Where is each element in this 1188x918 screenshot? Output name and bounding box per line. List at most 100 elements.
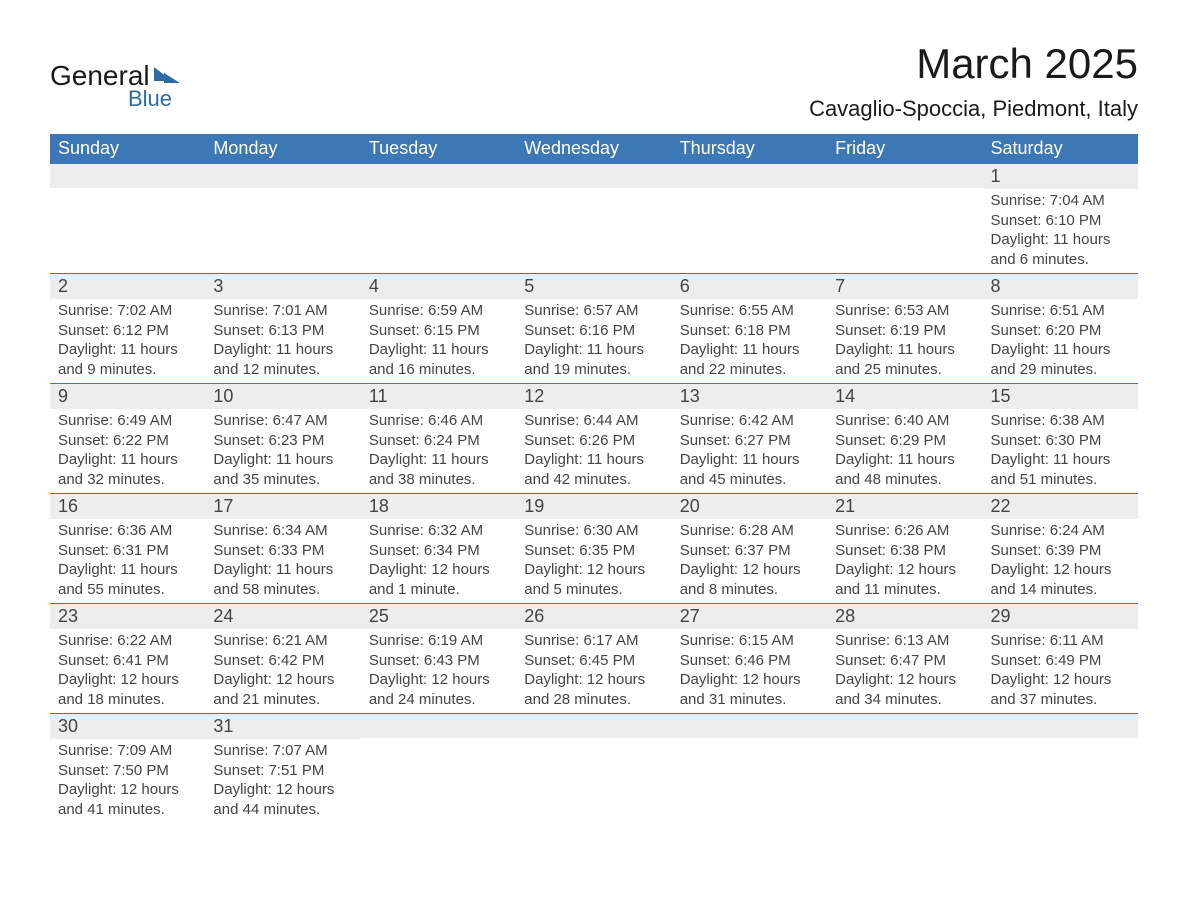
day-number-cell: 18	[361, 494, 516, 520]
day-details: Sunrise: 6:32 AMSunset: 6:34 PMDaylight:…	[361, 519, 516, 603]
day-number-cell: 5	[516, 274, 671, 300]
day-number: 12	[516, 384, 671, 409]
day-number: 30	[50, 714, 205, 739]
empty-day-number	[672, 164, 827, 188]
day-detail-line: Daylight: 12 hours	[58, 670, 197, 690]
day-detail-line: Sunset: 6:16 PM	[524, 321, 663, 341]
day-detail-line: Sunrise: 6:55 AM	[680, 301, 819, 321]
day-detail-line: and 18 minutes.	[58, 690, 197, 710]
day-detail-line: Sunrise: 7:02 AM	[58, 301, 197, 321]
day-details: Sunrise: 6:36 AMSunset: 6:31 PMDaylight:…	[50, 519, 205, 603]
day-detail-line: and 41 minutes.	[58, 800, 197, 820]
calendar-head: SundayMondayTuesdayWednesdayThursdayFrid…	[50, 134, 1138, 164]
day-number: 6	[672, 274, 827, 299]
day-detail-line: Sunrise: 6:15 AM	[680, 631, 819, 651]
day-data-cell: Sunrise: 6:51 AMSunset: 6:20 PMDaylight:…	[983, 299, 1138, 384]
day-number-cell	[50, 164, 205, 190]
day-data-cell: Sunrise: 6:24 AMSunset: 6:39 PMDaylight:…	[983, 519, 1138, 604]
day-number-cell	[516, 164, 671, 190]
day-detail-line: Daylight: 11 hours	[369, 450, 508, 470]
day-header: Wednesday	[516, 134, 671, 164]
day-detail-line: and 21 minutes.	[213, 690, 352, 710]
day-number-cell: 22	[983, 494, 1138, 520]
day-detail-line: and 25 minutes.	[835, 360, 974, 380]
day-data-cell: Sunrise: 6:53 AMSunset: 6:19 PMDaylight:…	[827, 299, 982, 384]
day-data-cell: Sunrise: 6:49 AMSunset: 6:22 PMDaylight:…	[50, 409, 205, 494]
day-number-cell	[205, 164, 360, 190]
week-daynum-row: 9101112131415	[50, 384, 1138, 410]
day-detail-line: Sunset: 6:26 PM	[524, 431, 663, 451]
logo-triangle-icon	[154, 67, 182, 85]
day-detail-line: Sunrise: 6:42 AM	[680, 411, 819, 431]
day-detail-line: Daylight: 12 hours	[369, 670, 508, 690]
day-detail-line: Sunrise: 7:04 AM	[991, 191, 1130, 211]
day-number-cell	[361, 714, 516, 740]
day-data-cell: Sunrise: 7:09 AMSunset: 7:50 PMDaylight:…	[50, 739, 205, 823]
day-number-cell: 7	[827, 274, 982, 300]
day-detail-line: Daylight: 12 hours	[680, 670, 819, 690]
day-number-cell	[361, 164, 516, 190]
day-detail-line: Daylight: 11 hours	[835, 450, 974, 470]
empty-day-data	[205, 189, 360, 261]
day-details: Sunrise: 6:38 AMSunset: 6:30 PMDaylight:…	[983, 409, 1138, 493]
day-data-cell: Sunrise: 7:04 AMSunset: 6:10 PMDaylight:…	[983, 189, 1138, 274]
day-details: Sunrise: 6:53 AMSunset: 6:19 PMDaylight:…	[827, 299, 982, 383]
day-details: Sunrise: 6:42 AMSunset: 6:27 PMDaylight:…	[672, 409, 827, 493]
day-detail-line: Sunset: 6:41 PM	[58, 651, 197, 671]
empty-day-data	[672, 739, 827, 823]
day-number-cell	[516, 714, 671, 740]
day-detail-line: Sunrise: 6:36 AM	[58, 521, 197, 541]
week-daynum-row: 16171819202122	[50, 494, 1138, 520]
day-detail-line: Sunrise: 6:47 AM	[213, 411, 352, 431]
day-detail-line: and 29 minutes.	[991, 360, 1130, 380]
day-detail-line: Daylight: 11 hours	[213, 560, 352, 580]
empty-day-number	[361, 164, 516, 188]
week-data-row: Sunrise: 7:02 AMSunset: 6:12 PMDaylight:…	[50, 299, 1138, 384]
empty-day-data	[50, 189, 205, 261]
empty-day-data	[361, 189, 516, 261]
day-detail-line: Sunrise: 6:51 AM	[991, 301, 1130, 321]
day-detail-line: Daylight: 11 hours	[680, 340, 819, 360]
empty-day-number	[516, 714, 671, 738]
day-number: 23	[50, 604, 205, 629]
day-detail-line: Sunset: 6:43 PM	[369, 651, 508, 671]
day-number-cell: 16	[50, 494, 205, 520]
day-detail-line: Daylight: 12 hours	[524, 560, 663, 580]
day-number-cell: 15	[983, 384, 1138, 410]
day-detail-line: Sunset: 6:13 PM	[213, 321, 352, 341]
day-number: 15	[983, 384, 1138, 409]
day-data-cell	[361, 739, 516, 823]
day-data-cell: Sunrise: 6:34 AMSunset: 6:33 PMDaylight:…	[205, 519, 360, 604]
day-number-cell: 30	[50, 714, 205, 740]
calendar-table: SundayMondayTuesdayWednesdayThursdayFrid…	[50, 134, 1138, 823]
day-data-cell: Sunrise: 6:57 AMSunset: 6:16 PMDaylight:…	[516, 299, 671, 384]
day-details: Sunrise: 6:49 AMSunset: 6:22 PMDaylight:…	[50, 409, 205, 493]
day-number-cell: 4	[361, 274, 516, 300]
week-data-row: Sunrise: 7:09 AMSunset: 7:50 PMDaylight:…	[50, 739, 1138, 823]
day-detail-line: Sunset: 6:19 PM	[835, 321, 974, 341]
day-detail-line: Sunset: 6:39 PM	[991, 541, 1130, 561]
empty-day-number	[516, 164, 671, 188]
day-detail-line: Daylight: 12 hours	[369, 560, 508, 580]
day-detail-line: Daylight: 11 hours	[58, 340, 197, 360]
empty-day-data	[516, 189, 671, 261]
day-detail-line: Sunrise: 7:07 AM	[213, 741, 352, 761]
day-detail-line: and 8 minutes.	[680, 580, 819, 600]
day-data-cell: Sunrise: 6:13 AMSunset: 6:47 PMDaylight:…	[827, 629, 982, 714]
day-detail-line: Daylight: 11 hours	[524, 340, 663, 360]
day-detail-line: Sunset: 6:49 PM	[991, 651, 1130, 671]
day-details: Sunrise: 6:28 AMSunset: 6:37 PMDaylight:…	[672, 519, 827, 603]
day-number: 14	[827, 384, 982, 409]
day-details: Sunrise: 6:11 AMSunset: 6:49 PMDaylight:…	[983, 629, 1138, 713]
day-number: 10	[205, 384, 360, 409]
day-number: 20	[672, 494, 827, 519]
day-detail-line: Sunrise: 6:21 AM	[213, 631, 352, 651]
day-data-cell: Sunrise: 6:59 AMSunset: 6:15 PMDaylight:…	[361, 299, 516, 384]
day-data-cell: Sunrise: 7:02 AMSunset: 6:12 PMDaylight:…	[50, 299, 205, 384]
day-data-cell: Sunrise: 6:44 AMSunset: 6:26 PMDaylight:…	[516, 409, 671, 494]
day-data-cell: Sunrise: 6:40 AMSunset: 6:29 PMDaylight:…	[827, 409, 982, 494]
day-detail-line: Sunrise: 6:26 AM	[835, 521, 974, 541]
day-header: Thursday	[672, 134, 827, 164]
day-detail-line: Sunset: 7:51 PM	[213, 761, 352, 781]
day-details: Sunrise: 6:55 AMSunset: 6:18 PMDaylight:…	[672, 299, 827, 383]
